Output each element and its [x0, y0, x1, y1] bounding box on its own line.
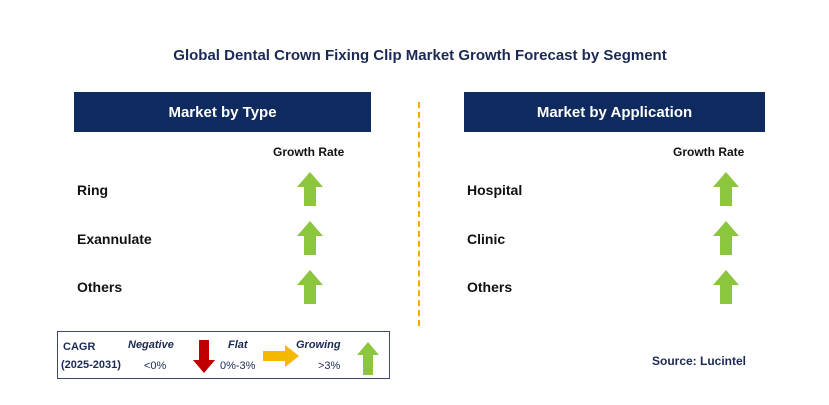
- left-growth-rate-label: Growth Rate: [273, 145, 345, 159]
- flat-right-arrow-icon: [263, 345, 299, 367]
- market-by-application-header: Market by Application: [464, 92, 765, 132]
- type-row-ring-label: Ring: [77, 182, 109, 198]
- growing-up-arrow-icon: [297, 270, 323, 304]
- type-row-exannulate-label: Exannulate: [77, 231, 152, 247]
- application-row-others-label: Others: [467, 279, 513, 295]
- panel-divider: [418, 102, 420, 326]
- application-row-hospital-label: Hospital: [467, 182, 523, 198]
- source-label: Source: Lucintel: [652, 354, 747, 368]
- growing-up-arrow-icon: [713, 270, 739, 304]
- growing-up-arrow-icon: [297, 221, 323, 255]
- legend-period-label: (2025-2031): [61, 359, 121, 371]
- cagr-legend: CAGR (2025-2031) Negative <0% Flat 0%-3%…: [57, 331, 390, 379]
- legend-negative-label: Negative: [128, 339, 174, 351]
- negative-down-arrow-icon: [193, 340, 215, 373]
- application-row-clinic-label: Clinic: [467, 231, 506, 247]
- growing-up-arrow-icon: [297, 172, 323, 206]
- legend-flat-label: Flat: [228, 339, 248, 351]
- legend-growing-label: Growing: [296, 339, 341, 351]
- market-by-type-header: Market by Type: [74, 92, 371, 132]
- chart-title: Global Dental Crown Fixing Clip Market G…: [173, 47, 667, 64]
- legend-cagr-label: CAGR: [63, 341, 96, 353]
- legend-negative-range: <0%: [144, 360, 167, 372]
- growing-up-arrow-icon: [713, 172, 739, 206]
- growing-up-arrow-icon: [357, 342, 379, 375]
- growing-up-arrow-icon: [713, 221, 739, 255]
- type-row-others-label: Others: [77, 279, 123, 295]
- legend-flat-range: 0%-3%: [220, 360, 256, 372]
- right-growth-rate-label: Growth Rate: [673, 145, 745, 159]
- legend-growing-range: >3%: [318, 360, 341, 372]
